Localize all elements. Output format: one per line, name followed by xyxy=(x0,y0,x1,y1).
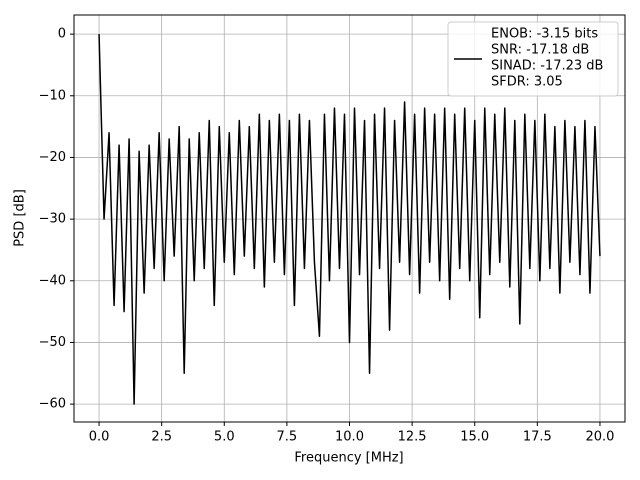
legend-box xyxy=(447,21,619,97)
y-tick-label: −60 xyxy=(39,397,66,412)
x-tick-label: 2.5 xyxy=(151,430,172,445)
y-tick-label: 0 xyxy=(58,27,66,42)
legend-label: SFDR: 3.05 xyxy=(491,75,563,90)
x-tick-label: 0.0 xyxy=(89,430,110,445)
x-tick-label: 5.0 xyxy=(214,430,235,445)
axes-frame xyxy=(73,14,626,423)
y-tick-label: −10 xyxy=(39,88,66,103)
x-tick-label: 17.5 xyxy=(523,430,552,445)
x-tick-label: 7.5 xyxy=(277,430,298,445)
legend-label: SINAD: -17.23 dB xyxy=(491,59,603,74)
legend-label: ENOB: -3.15 bits xyxy=(491,27,598,42)
x-tick-label: 12.5 xyxy=(398,430,427,445)
x-axis-label: Frequency [MHz] xyxy=(294,451,403,466)
x-tick-label: 10.0 xyxy=(335,430,364,445)
series-line xyxy=(98,34,601,405)
legend-label: SNR: -17.18 dB xyxy=(491,43,589,58)
y-tick-label: −30 xyxy=(39,212,66,227)
y-axis-label: PSD [dB] xyxy=(13,189,28,247)
x-tick-label: 15.0 xyxy=(460,430,489,445)
x-tick-label: 20.0 xyxy=(585,430,614,445)
y-tick-label: −20 xyxy=(39,150,66,165)
y-tick-label: −40 xyxy=(39,273,66,288)
y-tick-label: −50 xyxy=(39,335,66,350)
